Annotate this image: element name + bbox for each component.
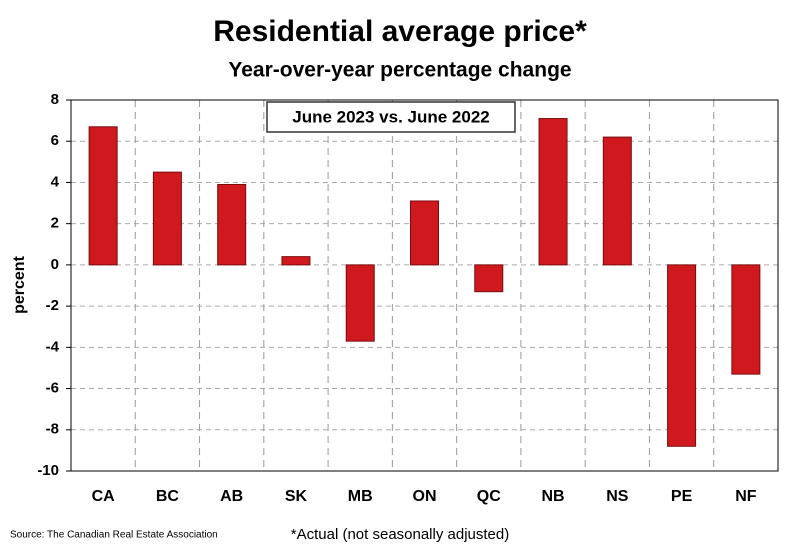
y-tick-label: 4 bbox=[51, 173, 60, 190]
x-tick-label: SK bbox=[285, 488, 308, 505]
y-tick-label: -6 bbox=[46, 380, 59, 397]
bar bbox=[281, 256, 311, 266]
bar bbox=[152, 171, 182, 266]
x-tick-label: AB bbox=[220, 488, 243, 505]
bar bbox=[345, 264, 375, 342]
bar bbox=[667, 264, 697, 447]
bar bbox=[731, 264, 761, 375]
y-tick-label: 0 bbox=[51, 256, 59, 273]
y-tick-label: 2 bbox=[51, 215, 59, 232]
x-tick-label: NB bbox=[541, 488, 564, 505]
bar bbox=[474, 264, 504, 293]
bar bbox=[410, 200, 439, 266]
annotation-box bbox=[266, 101, 516, 133]
y-tick-label: -8 bbox=[46, 421, 59, 438]
y-axis-label: percent bbox=[11, 255, 28, 313]
x-tick-label: PE bbox=[671, 488, 693, 505]
bar bbox=[538, 118, 568, 266]
bar bbox=[88, 126, 118, 266]
x-tick-label: ON bbox=[413, 488, 437, 505]
x-tick-label: CA bbox=[92, 488, 116, 505]
x-tick-label: BC bbox=[156, 488, 180, 505]
footnote: *Actual (not seasonally adjusted) bbox=[291, 526, 509, 543]
y-tick-label: 6 bbox=[51, 132, 59, 149]
y-tick-label: 8 bbox=[51, 91, 59, 108]
annotation: June 2023 vs. June 2022 bbox=[292, 107, 490, 126]
x-tick-label: NS bbox=[606, 488, 629, 505]
bar bbox=[217, 184, 247, 266]
chart-subtitle: Year-over-year percentage change bbox=[228, 59, 571, 82]
y-tick-label: -2 bbox=[46, 297, 59, 314]
plot-border bbox=[70, 99, 779, 472]
bar bbox=[602, 136, 632, 266]
chart-title: Residential average price* bbox=[213, 15, 587, 48]
x-tick-label: NF bbox=[735, 488, 757, 505]
x-tick-label: QC bbox=[477, 488, 501, 505]
y-tick-label: -10 bbox=[37, 462, 59, 479]
x-tick-label: MB bbox=[348, 488, 373, 505]
y-tick-label: -4 bbox=[46, 338, 60, 355]
source: Source: The Canadian Real Estate Associa… bbox=[10, 530, 218, 541]
